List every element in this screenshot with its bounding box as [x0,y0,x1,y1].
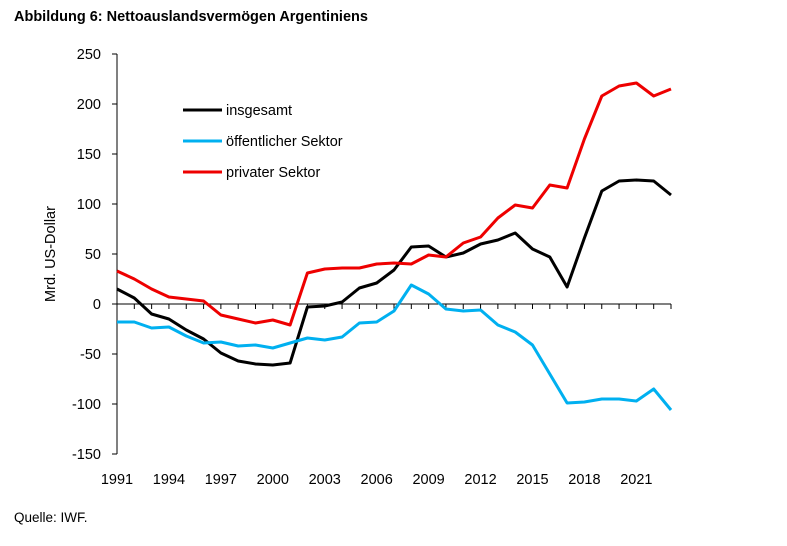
series-lines [116,81,673,411]
y-tick-label: -50 [80,347,101,363]
y-tick-label: 100 [77,197,101,213]
x-tick-label: 2000 [257,472,289,488]
y-tick-label: 200 [77,97,101,113]
x-tick-label: 2021 [620,472,652,488]
source-note: Quelle: IWF. [14,510,88,525]
y-axis-label: Mrd. US-Dollar [43,206,59,302]
x-tick-label: 2018 [568,472,600,488]
axes: -150 -100 -50 0 50 100 150 200 250 1991 1994 1997 20… [72,47,672,488]
legend-label: öffentlicher Sektor [226,134,343,150]
legend-label: privater Sektor [226,165,320,181]
y-tick-label: 0 [93,297,101,313]
y-tick-label: 150 [77,147,101,163]
series-line-1 [116,178,672,367]
chart-title: Abbildung 6: Nettoauslandsvermögen Argen… [14,9,368,25]
y-tick-label: -100 [72,397,101,413]
x-tick-label: 2003 [309,472,341,488]
legend-label: insgesamt [226,103,292,119]
series-line-2 [117,283,673,411]
y-tick-label: 250 [77,47,101,63]
x-tick-label: 2009 [412,472,444,488]
x-tick-label: 1991 [101,472,133,488]
x-tick-label: 2015 [516,472,548,488]
legend: insgesamt öffentlicher Sektor privater Sek… [183,103,343,181]
series-line-3 [116,81,672,327]
x-tick-label: 1994 [153,472,185,488]
y-tick-label: -150 [72,447,101,463]
x-tick-label: 2012 [464,472,496,488]
x-tick-label: 2006 [361,472,393,488]
x-tick-label: 1997 [205,472,237,488]
y-tick-label: 50 [85,247,101,263]
